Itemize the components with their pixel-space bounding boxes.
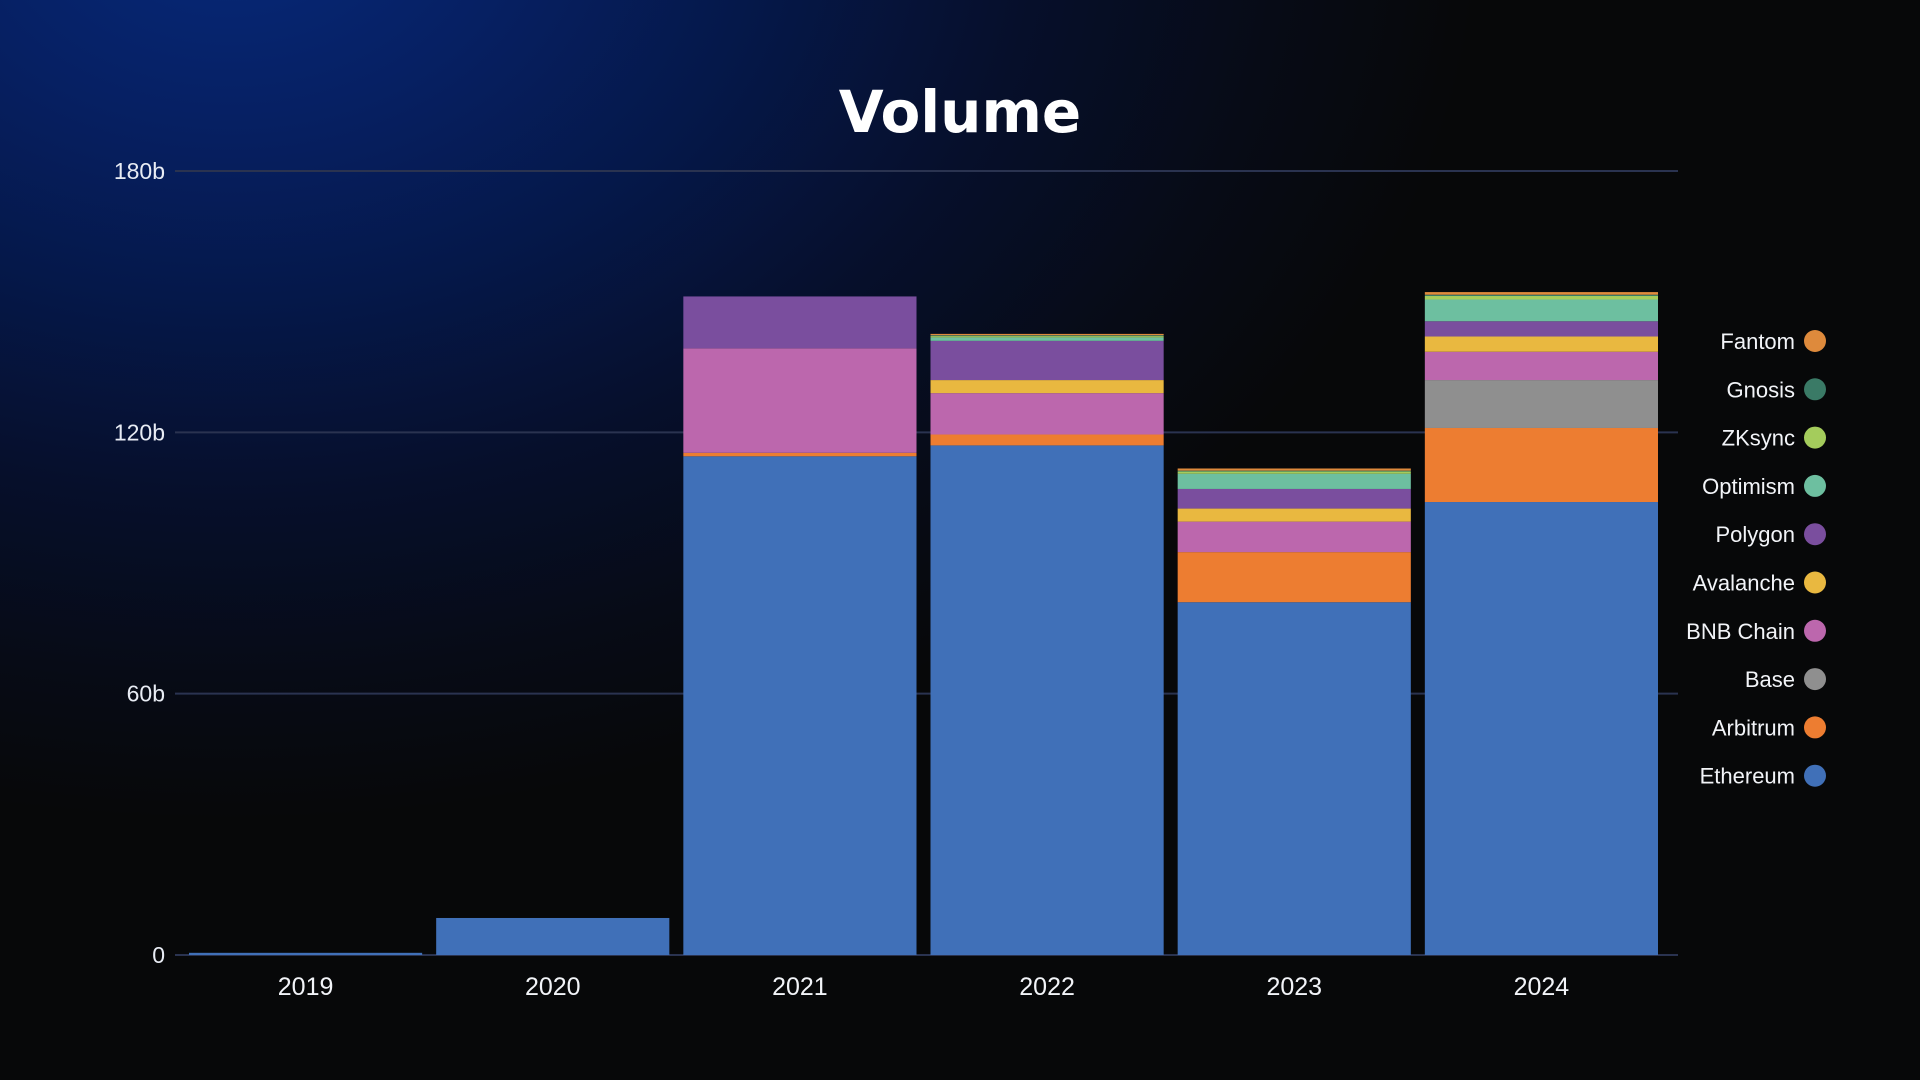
bar-segment-zksync-2023 xyxy=(1177,471,1411,474)
legend-label: Fantom xyxy=(1720,329,1795,354)
x-tick-label: 2022 xyxy=(1019,973,1075,1001)
bar-segment-bnb-chain-2024 xyxy=(1424,351,1658,381)
y-tick-label: 120b xyxy=(114,419,165,445)
bar-segment-avalanche-2024 xyxy=(1424,336,1658,352)
chart-title: Volume xyxy=(839,78,1082,146)
legend-label: Base xyxy=(1745,667,1795,692)
bar-segment-arbitrum-2023 xyxy=(1177,552,1411,603)
legend-item: Gnosis xyxy=(1727,377,1826,402)
legend-label: Gnosis xyxy=(1727,377,1795,402)
legend-swatch xyxy=(1804,523,1826,546)
bar-segment-polygon-2024 xyxy=(1424,321,1658,337)
bar-segment-avalanche-2023 xyxy=(1177,508,1411,522)
bar-segment-optimism-2022 xyxy=(930,337,1164,341)
bar-segment-ethereum-2024 xyxy=(1424,502,1658,955)
bar-segment-optimism-2024 xyxy=(1424,299,1658,322)
legend-swatch xyxy=(1804,619,1826,642)
x-tick-label: 2024 xyxy=(1514,973,1570,1001)
legend-item: Polygon xyxy=(1715,522,1826,547)
bar-segment-ethereum-2023 xyxy=(1177,602,1411,955)
legend-item: Avalanche xyxy=(1693,571,1826,596)
x-tick-label: 2023 xyxy=(1266,973,1322,1001)
legend-label: Ethereum xyxy=(1700,764,1795,789)
legend-swatch xyxy=(1804,571,1826,594)
bar-segment-zksync-2022 xyxy=(930,336,1164,338)
legend-item: Optimism xyxy=(1702,474,1826,499)
legend-swatch xyxy=(1804,474,1826,497)
y-axis-ticks: 0 60b 120b 180b xyxy=(114,158,165,968)
legend-swatch xyxy=(1804,716,1826,739)
bar-segment-ethereum-2021 xyxy=(683,456,917,955)
legend-label: BNB Chain xyxy=(1686,619,1795,644)
bar-segment-bnb-chain-2022 xyxy=(930,393,1164,435)
x-tick-label: 2020 xyxy=(525,973,581,1001)
bar-segment-ethereum-2020 xyxy=(436,917,670,955)
y-tick-label: 60b xyxy=(127,681,165,707)
legend-item: Base xyxy=(1745,667,1826,692)
bar-segment-zksync-2024 xyxy=(1424,296,1658,300)
y-tick-label: 0 xyxy=(152,942,165,968)
x-axis-ticks: 2019 2020 2021 2022 2023 2024 xyxy=(278,973,1570,1001)
bar-segment-bnb-chain-2023 xyxy=(1177,521,1411,553)
x-tick-label: 2019 xyxy=(278,973,334,1001)
bar-segment-gnosis-2022 xyxy=(930,335,1164,337)
bar-segment-ethereum-2019 xyxy=(189,952,423,955)
bar-segment-gnosis-2024 xyxy=(1424,294,1658,297)
legend-label: Polygon xyxy=(1715,522,1795,547)
bar-segment-fantom-2024 xyxy=(1424,292,1658,295)
bar-segment-arbitrum-2021 xyxy=(683,452,917,457)
bar-segment-polygon-2023 xyxy=(1177,488,1411,509)
legend-label: ZKsync xyxy=(1722,426,1795,451)
legend-swatch xyxy=(1804,330,1826,352)
bar-segment-optimism-2023 xyxy=(1177,473,1411,489)
bar-segment-fantom-2022 xyxy=(930,333,1164,336)
legend: Fantom Gnosis ZKsync Optimism Polygon Avalanc… xyxy=(1686,329,1826,789)
legend-label: Avalanche xyxy=(1693,571,1795,596)
legend-item: BNB Chain xyxy=(1686,619,1826,644)
legend-item: Fantom xyxy=(1720,329,1826,354)
y-tick-label: 180b xyxy=(114,158,165,184)
legend-swatch xyxy=(1804,668,1826,691)
x-tick-label: 2021 xyxy=(772,973,828,1001)
bar-segment-avalanche-2022 xyxy=(930,380,1164,394)
bar-segment-fantom-2023 xyxy=(1177,468,1411,471)
bar-segment-base-2024 xyxy=(1424,380,1658,428)
bar-segment-ethereum-2022 xyxy=(930,445,1164,955)
legend-swatch xyxy=(1804,378,1826,401)
bar-segment-bnb-chain-2021 xyxy=(683,348,917,453)
legend-item: ZKsync xyxy=(1722,426,1826,451)
legend-label: Arbitrum xyxy=(1712,715,1795,740)
bar-segment-polygon-2022 xyxy=(930,340,1164,381)
legend-swatch xyxy=(1804,764,1826,787)
legend-swatch xyxy=(1804,426,1826,449)
bar-segment-polygon-2021 xyxy=(683,296,917,349)
legend-label: Optimism xyxy=(1702,474,1795,499)
bar-segment-arbitrum-2022 xyxy=(930,434,1164,446)
bar-segment-arbitrum-2024 xyxy=(1424,427,1658,503)
legend-item: Arbitrum xyxy=(1712,715,1826,740)
bar-segment-gnosis-2023 xyxy=(1177,470,1411,472)
bars xyxy=(189,292,1658,955)
legend-item: Ethereum xyxy=(1700,764,1826,789)
